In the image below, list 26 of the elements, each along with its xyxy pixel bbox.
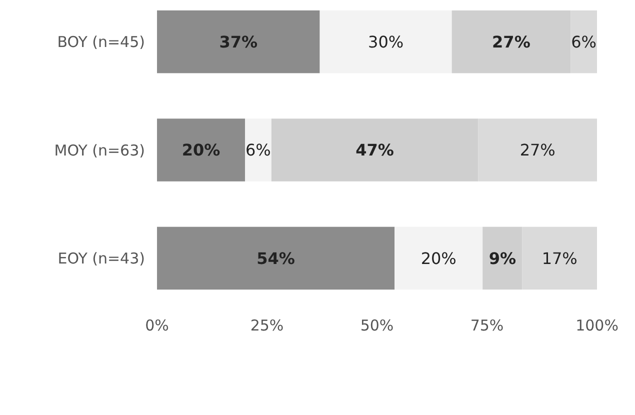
y-tick-label: EOY (n=43): [58, 249, 145, 268]
data-label: 20%: [420, 248, 456, 268]
bar: [320, 10, 452, 74]
data-label: 20%: [182, 140, 220, 160]
data-label: 6%: [571, 32, 596, 52]
bar: [157, 226, 395, 290]
y-tick-label: BOY (n=45): [57, 33, 145, 52]
data-label: 47%: [356, 140, 394, 160]
data-label: 17%: [542, 248, 578, 268]
x-tick-label: 50%: [360, 316, 394, 335]
data-label: 6%: [246, 140, 271, 160]
data-label: 54%: [256, 248, 295, 268]
data-label: 30%: [368, 32, 404, 52]
x-tick-label: 75%: [470, 316, 504, 335]
data-label: 27%: [520, 140, 556, 160]
data-label: 37%: [219, 32, 258, 52]
x-tick-label: 100%: [576, 316, 618, 335]
bar: [157, 10, 320, 74]
bar: [245, 118, 272, 182]
y-tick-label: MOY (n=63): [54, 141, 145, 160]
data-label: 27%: [492, 32, 530, 52]
bar: [394, 226, 483, 290]
x-tick-label: 0%: [145, 316, 169, 335]
x-tick-label: 25%: [250, 316, 284, 335]
data-label: 9%: [488, 248, 516, 268]
bar: [157, 118, 245, 182]
